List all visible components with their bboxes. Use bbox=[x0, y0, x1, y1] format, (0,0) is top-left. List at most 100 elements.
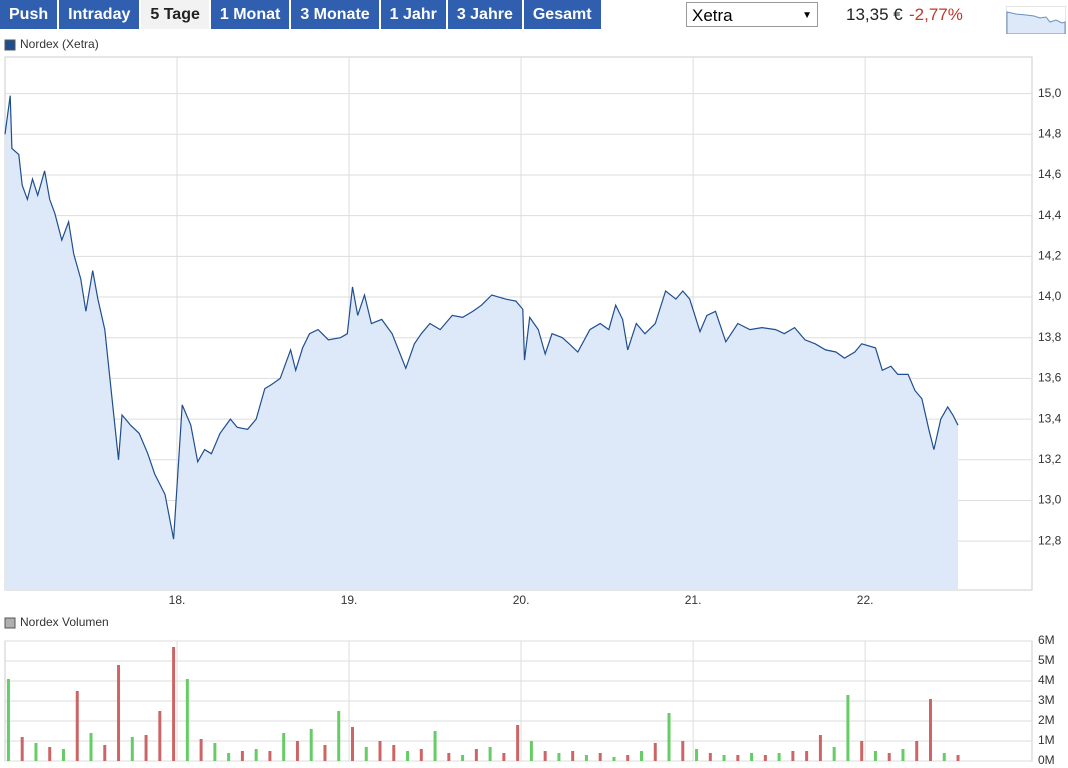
volume-bar bbox=[502, 753, 506, 761]
volume-bar bbox=[942, 753, 946, 761]
legend-swatch bbox=[4, 39, 16, 51]
x-tick-label: 20. bbox=[513, 593, 530, 607]
volume-bar bbox=[901, 749, 905, 761]
tab[interactable]: 3 Jahre bbox=[447, 0, 522, 29]
volume-bar bbox=[736, 755, 740, 761]
price-line bbox=[4, 95, 959, 540]
volume-bar bbox=[144, 735, 148, 761]
thumbnail[interactable] bbox=[1006, 6, 1066, 34]
y-tick-label: 14,0 bbox=[1038, 289, 1062, 303]
tab[interactable]: Gesamt bbox=[523, 0, 601, 29]
volume-bar bbox=[832, 747, 836, 761]
volume-bar bbox=[529, 741, 533, 761]
tab[interactable]: 3 Monate bbox=[291, 0, 379, 29]
price-change: -2,77% bbox=[909, 5, 963, 24]
volume-bar bbox=[722, 755, 726, 761]
volume-bar bbox=[117, 665, 121, 761]
volume-bar bbox=[557, 753, 561, 761]
price: 13,35 € bbox=[846, 5, 903, 24]
y-tick-label: 13,4 bbox=[1038, 411, 1062, 425]
volume-bar bbox=[6, 679, 10, 761]
volume-bar bbox=[846, 695, 850, 761]
volume-bar bbox=[708, 753, 712, 761]
y-tick-label: 2M bbox=[1038, 713, 1055, 727]
x-tick-label: 22. bbox=[857, 593, 874, 607]
volume-bar bbox=[956, 755, 960, 761]
volume-bar bbox=[48, 747, 52, 761]
x-tick-label: 21. bbox=[685, 593, 702, 607]
tab[interactable]: Push bbox=[0, 0, 58, 29]
volume-bar bbox=[309, 729, 313, 761]
volume-bar bbox=[653, 743, 657, 761]
legend-label: Nordex (Xetra) bbox=[20, 37, 99, 51]
volume-bar bbox=[268, 751, 272, 761]
dropdown-arrow: ▼ bbox=[802, 10, 812, 21]
y-tick-label: 3M bbox=[1038, 693, 1055, 707]
exchange-select[interactable]: Xetra ▼ bbox=[686, 2, 818, 27]
tab[interactable]: 1 Monat bbox=[210, 0, 290, 29]
volume-bar bbox=[295, 741, 299, 761]
volume-bar bbox=[763, 755, 767, 761]
x-tick-label: 18. bbox=[169, 593, 186, 607]
volume-bar bbox=[873, 751, 877, 761]
y-tick-label: 13,8 bbox=[1038, 330, 1062, 344]
volume-bar bbox=[474, 749, 478, 761]
tab[interactable]: 1 Jahr bbox=[380, 0, 446, 29]
legend-swatch bbox=[4, 617, 16, 629]
volume-bar bbox=[337, 711, 341, 761]
volume-bar bbox=[227, 753, 231, 761]
volume-bar bbox=[929, 699, 933, 761]
volume-bar bbox=[89, 733, 93, 761]
volume-bar bbox=[103, 745, 107, 761]
volume-bar bbox=[419, 749, 423, 761]
volume-bar bbox=[172, 647, 176, 761]
y-tick-label: 13,2 bbox=[1038, 452, 1062, 466]
chart: Nordex (Xetra) 18. 19. 20. 21. 22. 12,8 13,0 13,… bbox=[4, 37, 1062, 767]
volume-bar bbox=[364, 747, 368, 761]
volume-bar bbox=[433, 731, 437, 761]
volume-bar bbox=[626, 755, 630, 761]
legend-label: Nordex Volumen bbox=[20, 615, 109, 629]
volume-bar bbox=[447, 753, 451, 761]
volume-bar bbox=[860, 741, 864, 761]
volume-bar bbox=[185, 679, 189, 761]
y-tick-label: 14,6 bbox=[1038, 167, 1062, 181]
volume-bar bbox=[639, 751, 643, 761]
volume-bar bbox=[213, 743, 217, 761]
volume-bar bbox=[915, 741, 919, 761]
volume-bar bbox=[791, 751, 795, 761]
volume-bar bbox=[805, 751, 809, 761]
volume-bar bbox=[818, 735, 822, 761]
y-tick-label: 14,2 bbox=[1038, 249, 1062, 263]
y-tick-label: 13,6 bbox=[1038, 371, 1062, 385]
volume-bar bbox=[199, 739, 203, 761]
volume-bar bbox=[378, 741, 382, 761]
tab[interactable]: 5 Tage bbox=[141, 0, 209, 29]
volume-bar bbox=[681, 741, 685, 761]
volume-bar bbox=[34, 743, 38, 761]
y-tick-label: 0M bbox=[1038, 753, 1055, 767]
y-tick-label: 15,0 bbox=[1038, 86, 1062, 100]
tab[interactable]: Intraday bbox=[59, 0, 140, 29]
y-tick-label: 1M bbox=[1038, 733, 1055, 747]
volume-bar bbox=[516, 725, 520, 761]
volume-bar bbox=[406, 751, 410, 761]
y-tick-label: 14,8 bbox=[1038, 126, 1062, 140]
volume-bar bbox=[61, 749, 65, 761]
volume-bar bbox=[571, 751, 575, 761]
volume-bar bbox=[543, 751, 547, 761]
volume-bar bbox=[282, 733, 286, 761]
volume-bar bbox=[584, 755, 588, 761]
volume-bar bbox=[240, 751, 244, 761]
volume-bar bbox=[612, 757, 616, 761]
y-tick-label: 4M bbox=[1038, 673, 1055, 687]
x-tick-label: 19. bbox=[341, 593, 358, 607]
volume-bar bbox=[750, 753, 754, 761]
volume-bar bbox=[488, 747, 492, 761]
price-area bbox=[5, 95, 959, 590]
exchange-label: Xetra bbox=[692, 6, 733, 25]
y-tick-label: 12,8 bbox=[1038, 533, 1062, 547]
y-tick-label: 5M bbox=[1038, 653, 1055, 667]
volume-bar bbox=[461, 755, 465, 761]
